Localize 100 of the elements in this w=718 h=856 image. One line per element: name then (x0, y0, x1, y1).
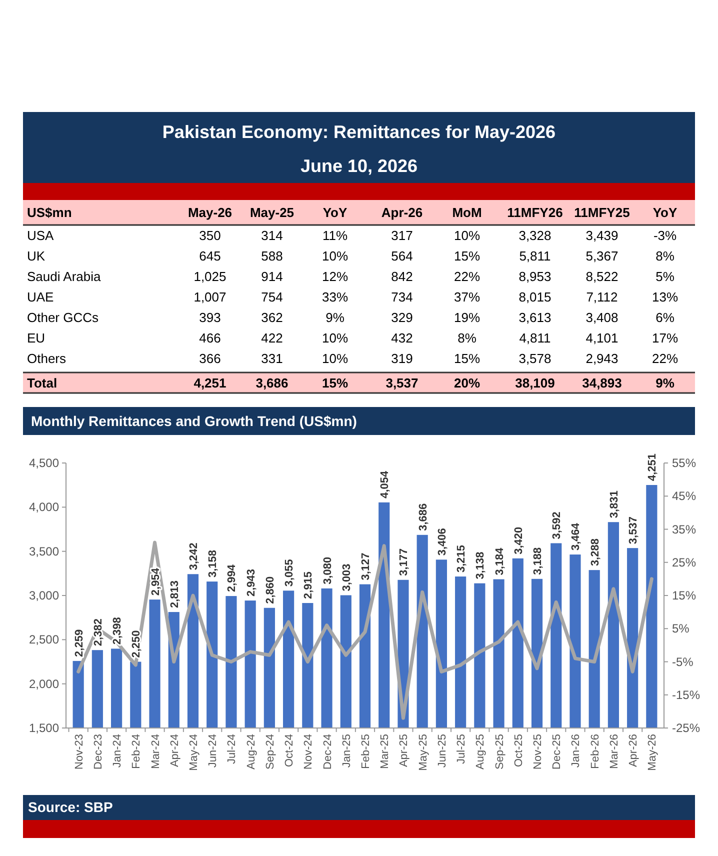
data-label: 8,015 (518, 290, 552, 304)
data-label: 8% (458, 330, 477, 346)
data-label: 3,537 (628, 516, 640, 544)
data-label: 3,158 (207, 550, 220, 578)
data-label: 645 (199, 248, 221, 264)
data-label: 2,813 (168, 580, 181, 608)
y2-tick-label: 5% (672, 622, 690, 636)
data-label: 22% (454, 269, 480, 284)
y-tick-label: Others (27, 351, 67, 366)
data-label: 3,080 (322, 556, 334, 584)
y-tick-label: EU (27, 330, 46, 346)
x-tick-label: Mar-25 (379, 734, 392, 769)
x-tick-label: MoM (452, 205, 482, 220)
y2-tick-label: -5% (672, 654, 694, 669)
data-label: 2,382 (92, 618, 104, 646)
data-label: 8% (656, 248, 675, 264)
data-label: 2,994 (226, 564, 238, 592)
x-tick-label: YoY (652, 205, 678, 220)
data-label: 6% (656, 310, 675, 325)
x-tick-label: Oct-25 (512, 734, 525, 768)
x-tick-label: Mar-24 (150, 734, 162, 769)
x-tick-label: Aug-24 (245, 734, 258, 770)
data-label: 466 (199, 330, 221, 346)
x-tick-label: Nov-25 (532, 734, 544, 770)
data-label: 2,860 (264, 576, 276, 604)
data-label: 10% (322, 330, 348, 346)
data-label: 3,215 (456, 544, 468, 573)
y-tick-label: 2,500 (28, 632, 60, 647)
x-tick-label: Dec-23 (92, 734, 104, 770)
x-tick-label: May-26 (646, 734, 659, 771)
y-tick-label: 4,000 (28, 500, 60, 514)
data-label: 3,288 (589, 538, 602, 566)
data-label: 15% (454, 248, 480, 264)
source-note: Source: SBP (28, 799, 113, 815)
data-label: 734 (391, 290, 413, 304)
x-tick-label: May-24 (188, 734, 200, 771)
data-label: 432 (391, 330, 413, 346)
x-tick-label: Apr-26 (628, 734, 640, 768)
data-label: 3,188 (532, 547, 544, 575)
x-tick-label: Sep-25 (494, 734, 506, 770)
x-tick-label: Apr-25 (398, 734, 410, 768)
x-tick-label: YoY (322, 205, 348, 220)
x-tick-label: Feb-24 (130, 734, 143, 769)
data-label: 3,138 (474, 552, 487, 580)
y-tick-label: UK (27, 248, 46, 264)
y-tick-label: Saudi Arabia (27, 269, 102, 284)
x-tick-label: Jul-24 (226, 734, 238, 764)
data-label: -3% (653, 228, 677, 243)
data-label: 10% (454, 228, 480, 243)
data-label: 11% (322, 228, 348, 243)
data-label: 3,408 (586, 310, 618, 325)
x-tick-label: Dec-25 (551, 734, 564, 770)
y-axis-title: US$mn (27, 205, 72, 220)
y-tick-label: 2,000 (28, 676, 60, 691)
data-label: 422 (261, 330, 283, 346)
data-label: 3,439 (586, 228, 618, 243)
data-label: 3,328 (518, 228, 552, 243)
data-label: 38,109 (515, 376, 555, 390)
data-label: 317 (391, 228, 413, 243)
y2-tick-label: 25% (672, 555, 696, 570)
data-label: 3,177 (398, 548, 410, 576)
data-label: 914 (261, 269, 283, 284)
x-tick-label: Sep-24 (264, 734, 276, 770)
y-tick-label: Total (27, 376, 58, 390)
x-tick-label: 11MFY26 (507, 205, 563, 220)
data-label: 5,367 (586, 248, 618, 264)
data-label: 3,537 (386, 376, 418, 390)
data-label: 20% (454, 376, 480, 390)
x-tick-label: May-25 (417, 734, 430, 771)
data-label: 754 (261, 290, 283, 304)
data-label: 331 (261, 351, 283, 366)
y-tick-label: 1,500 (28, 721, 60, 735)
y2-tick-label: 35% (672, 522, 696, 536)
x-tick-label: May-25 (250, 205, 294, 220)
y2-tick-label: 15% (672, 588, 696, 602)
y-tick-label: USA (27, 228, 54, 243)
data-label: 3,420 (512, 526, 525, 554)
data-label: 842 (391, 269, 413, 284)
x-tick-label: Aug-25 (474, 734, 487, 770)
data-label: 34,893 (582, 376, 622, 390)
data-label: 8,522 (586, 269, 618, 284)
y2-tick-label: -15% (672, 688, 700, 702)
data-label: 3,055 (284, 559, 296, 587)
data-label: 4,251 (646, 453, 659, 481)
data-label: 8,953 (518, 269, 552, 284)
data-label: 4,054 (379, 470, 392, 498)
x-tick-label: Nov-23 (73, 734, 86, 770)
data-label: 3,592 (551, 512, 564, 540)
x-tick-label: Jan-24 (112, 734, 124, 768)
data-label: 2,915 (302, 571, 315, 600)
data-label: 2,943 (586, 351, 618, 366)
x-tick-label: Mar-26 (608, 734, 620, 769)
x-tick-label: Dec-24 (322, 734, 334, 770)
data-label: 3,613 (518, 310, 552, 325)
data-label: 3,578 (518, 351, 552, 366)
data-label: 17% (652, 330, 678, 346)
data-label: 15% (322, 376, 348, 390)
data-label: 12% (322, 269, 348, 284)
x-tick-label: Apr-24 (168, 734, 181, 768)
data-label: 22% (652, 351, 678, 366)
